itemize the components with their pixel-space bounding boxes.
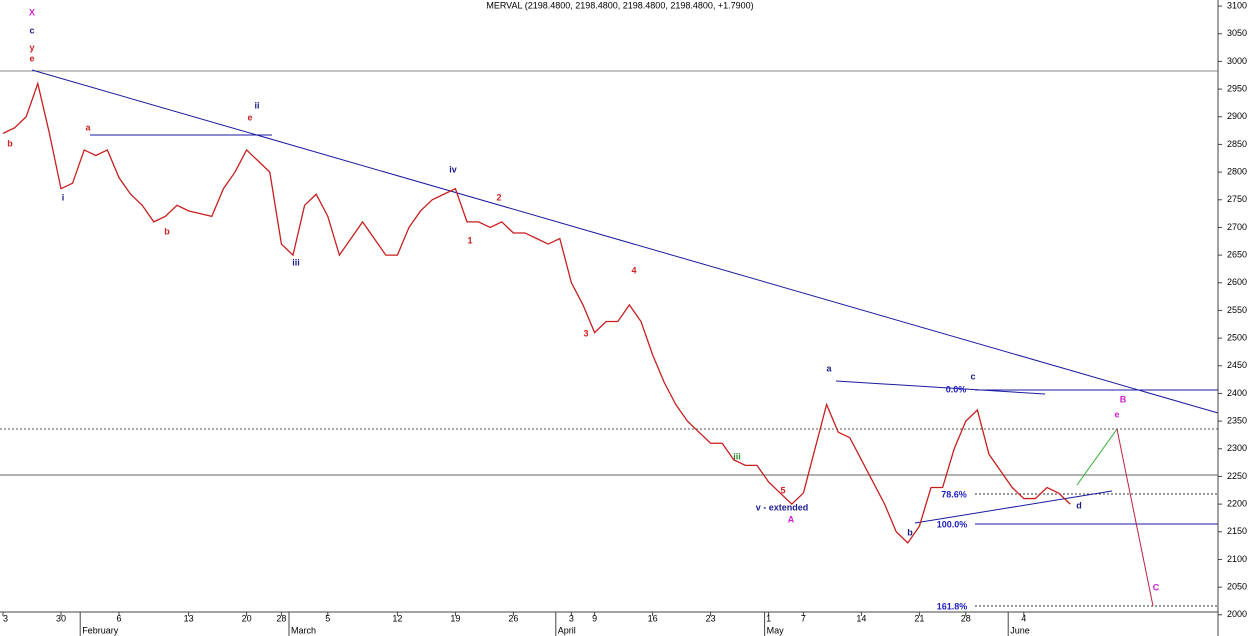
x-tick-label: 28 <box>276 613 286 623</box>
x-tick-label: 9 <box>592 613 597 623</box>
x-tick-label: 4 <box>1021 613 1026 623</box>
wave-label: 1 <box>467 235 472 245</box>
wave-label: a <box>85 122 91 132</box>
month-label: March <box>291 625 316 635</box>
wave-label: A <box>788 514 795 524</box>
y-tick-label: 3100 <box>1227 0 1247 10</box>
y-tick-label: 2700 <box>1227 222 1247 232</box>
wave-label: e <box>247 112 252 122</box>
wave-label: ii <box>254 100 259 110</box>
y-tick-label: 2200 <box>1227 498 1247 508</box>
wave-label: b <box>907 527 913 537</box>
wave-label: d <box>1076 500 1082 510</box>
x-tick-label: 7 <box>801 613 806 623</box>
wave-label: 3 <box>583 328 588 338</box>
x-tick-label: 28 <box>961 613 971 623</box>
reference-lines <box>0 69 1219 607</box>
trend-line <box>31 69 1219 414</box>
chart-title: MERVAL (2198.4800, 2198.4800, 2198.4800,… <box>486 0 753 10</box>
month-label: May <box>767 625 785 635</box>
x-tick-label: 3 <box>569 613 574 623</box>
y-tick-label: 2100 <box>1227 554 1247 564</box>
wave-label: 2 <box>496 192 501 202</box>
wave-label: 78.6% <box>941 489 967 499</box>
x-tick-label: 14 <box>856 613 866 623</box>
y-tick-label: 2650 <box>1227 249 1247 259</box>
wave-label: b <box>164 226 170 236</box>
y-tick-label: 3000 <box>1227 56 1247 66</box>
y-tick-label: 2500 <box>1227 332 1247 342</box>
x-tick-label: 30 <box>56 613 66 623</box>
x-tick-label: 12 <box>392 613 402 623</box>
y-tick-label: 2900 <box>1227 111 1247 121</box>
wave-label: i <box>62 192 65 202</box>
y-tick-label: 2300 <box>1227 443 1247 453</box>
y-tick-label: 2950 <box>1227 83 1247 93</box>
y-tick-label: 2800 <box>1227 166 1247 176</box>
wave-label: c <box>970 371 975 381</box>
wave-label: b <box>7 138 13 148</box>
y-tick-label: 2850 <box>1227 139 1247 149</box>
x-tick-label: 5 <box>325 613 330 623</box>
x-tick-label: 6 <box>116 613 121 623</box>
wave-label: iv <box>449 164 457 174</box>
wave-label: iii <box>733 451 741 461</box>
trend-line <box>914 490 1113 524</box>
wave-label: 5 <box>780 485 785 495</box>
y-tick-label: 2250 <box>1227 471 1247 481</box>
wave-label: y <box>29 42 34 52</box>
x-tick-label: 16 <box>648 613 658 623</box>
x-tick-label: 23 <box>706 613 716 623</box>
trend-line <box>835 380 1046 395</box>
y-tick-label: 2050 <box>1227 581 1247 591</box>
y-tick-label: 3050 <box>1227 28 1247 38</box>
month-label: February <box>82 625 119 635</box>
wave-label: e <box>29 53 34 63</box>
wave-label: 161.8% <box>937 601 968 611</box>
y-tick-label: 2350 <box>1227 415 1247 425</box>
wave-label: iii <box>292 257 300 267</box>
x-tick-label: 21 <box>914 613 924 623</box>
x-tick-label: 19 <box>450 613 460 623</box>
price-line <box>2 81 1071 544</box>
wave-label: 100.0% <box>937 519 968 529</box>
y-tick-label: 2000 <box>1227 609 1247 619</box>
y-tick-label: 2750 <box>1227 194 1247 204</box>
x-tick-label: 1 <box>766 613 771 623</box>
x-tick-label: 20 <box>242 613 252 623</box>
projection-line <box>1076 428 1118 486</box>
wave-label: B <box>1120 394 1127 404</box>
y-tick-label: 2400 <box>1227 388 1247 398</box>
x-tick-label: 13 <box>184 613 194 623</box>
month-label: June <box>1010 625 1030 635</box>
wave-label: 0.0% <box>946 384 967 394</box>
y-tick-label: 2150 <box>1227 526 1247 536</box>
projection-line <box>1116 428 1154 607</box>
wave-label: v - extended <box>756 502 809 512</box>
month-label: April <box>558 625 576 635</box>
y-tick-label: 2550 <box>1227 305 1247 315</box>
x-tick-label: 3 <box>3 613 8 623</box>
wave-label: X <box>29 7 35 17</box>
wave-label: 4 <box>631 265 636 275</box>
wave-label: c <box>29 25 34 35</box>
y-tick-label: 2600 <box>1227 277 1247 287</box>
x-tick-label: 26 <box>508 613 518 623</box>
wave-label: e <box>1114 409 1119 419</box>
wave-label: a <box>826 363 832 373</box>
y-tick-label: 2450 <box>1227 360 1247 370</box>
wave-label: C <box>1153 582 1160 592</box>
